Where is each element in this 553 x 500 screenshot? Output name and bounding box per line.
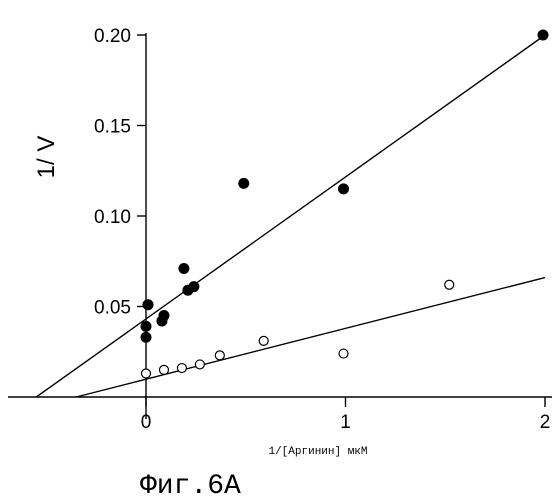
x-tick-label: 1: [340, 412, 351, 433]
data-point-open: [177, 364, 186, 373]
x-axis-label: 1/[Аргинин] мкМ: [268, 446, 367, 458]
data-point-filled: [538, 30, 548, 40]
data-point-open: [142, 369, 151, 378]
data-point-filled: [141, 332, 151, 342]
data-point-filled: [159, 311, 169, 321]
y-tick-label: 0.15: [94, 117, 131, 138]
y-tick-label: 0.20: [94, 26, 131, 47]
data-point-open: [195, 360, 204, 369]
data-point-filled: [189, 282, 199, 292]
data-points: [141, 30, 548, 378]
data-point-open: [339, 349, 348, 358]
x-tick-label: 2: [540, 412, 551, 433]
y-axis-label: 1/ V: [33, 136, 60, 179]
data-point-filled: [239, 178, 249, 188]
data-point-filled: [141, 321, 151, 331]
chart-axes: [8, 33, 552, 419]
data-point-filled: [339, 184, 349, 194]
data-point-filled: [143, 300, 153, 310]
data-point-open: [259, 336, 268, 345]
y-tick-label: 0.10: [94, 207, 131, 228]
data-point-open: [215, 351, 224, 360]
data-point-filled: [179, 263, 189, 273]
y-tick-label: 0.05: [94, 298, 131, 319]
figure-caption: Фиг.6А: [140, 471, 241, 500]
x-tick-label: 0: [141, 412, 152, 433]
data-point-open: [445, 280, 454, 289]
data-point-open: [159, 365, 168, 374]
